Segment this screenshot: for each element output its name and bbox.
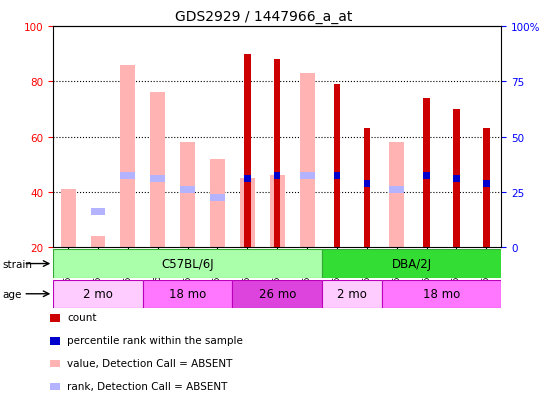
Bar xyxy=(53,280,143,308)
Text: value, Detection Call = ABSENT: value, Detection Call = ABSENT xyxy=(67,358,232,368)
Text: percentile rank within the sample: percentile rank within the sample xyxy=(67,335,243,345)
Bar xyxy=(423,99,430,248)
Bar xyxy=(363,181,370,188)
Text: rank, Detection Call = ABSENT: rank, Detection Call = ABSENT xyxy=(67,381,227,391)
Bar xyxy=(300,173,315,179)
Bar xyxy=(389,186,404,193)
Bar xyxy=(270,176,284,248)
Text: age: age xyxy=(3,289,22,299)
Bar xyxy=(483,129,489,248)
Bar xyxy=(120,173,136,179)
Bar xyxy=(244,175,251,182)
Text: 26 mo: 26 mo xyxy=(259,287,296,301)
Bar xyxy=(334,85,340,248)
Bar xyxy=(363,129,370,248)
Bar xyxy=(300,74,315,248)
Bar xyxy=(274,173,281,179)
Bar xyxy=(180,143,195,248)
Text: strain: strain xyxy=(3,259,33,269)
Text: C57BL/6J: C57BL/6J xyxy=(161,257,214,271)
Bar xyxy=(143,280,232,308)
Bar xyxy=(232,280,322,308)
Bar xyxy=(334,173,340,179)
Text: 18 mo: 18 mo xyxy=(423,287,460,301)
Bar xyxy=(483,181,489,188)
Bar xyxy=(91,209,105,215)
Bar xyxy=(423,173,430,179)
Text: DBA/2J: DBA/2J xyxy=(391,257,432,271)
Bar xyxy=(53,250,322,278)
Bar xyxy=(91,237,105,248)
Bar xyxy=(150,175,165,182)
Bar xyxy=(382,280,501,308)
Text: 2 mo: 2 mo xyxy=(83,287,113,301)
Bar xyxy=(210,159,225,248)
Text: 18 mo: 18 mo xyxy=(169,287,206,301)
Bar xyxy=(244,55,251,248)
Bar xyxy=(274,60,281,248)
Bar xyxy=(120,66,136,248)
Text: GDS2929 / 1447966_a_at: GDS2929 / 1447966_a_at xyxy=(175,10,352,24)
Bar xyxy=(180,186,195,193)
Bar xyxy=(453,175,460,182)
Bar xyxy=(453,110,460,248)
Bar xyxy=(322,280,382,308)
Bar xyxy=(150,93,165,248)
Bar xyxy=(210,195,225,202)
Bar xyxy=(60,190,76,248)
Bar xyxy=(322,250,501,278)
Text: 2 mo: 2 mo xyxy=(337,287,367,301)
Bar xyxy=(389,143,404,248)
Bar xyxy=(240,179,255,248)
Text: count: count xyxy=(67,313,97,323)
